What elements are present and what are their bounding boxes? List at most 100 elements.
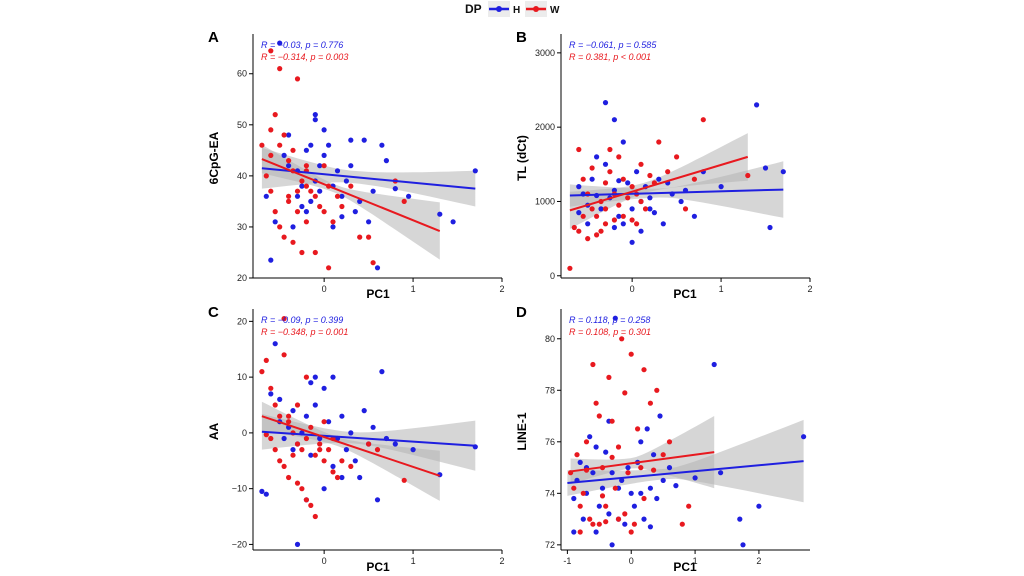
data-point-w	[674, 154, 680, 160]
data-point-h	[330, 374, 336, 380]
data-point-w	[620, 213, 626, 219]
legend-item-h: H	[488, 1, 520, 17]
y-tick-label: 40	[237, 171, 247, 181]
data-point-h	[259, 488, 265, 494]
y-tick-label: 2000	[535, 122, 555, 132]
data-point-w	[625, 470, 631, 476]
data-point-w	[286, 198, 292, 204]
data-point-w	[607, 146, 613, 153]
data-point-h	[598, 206, 604, 212]
data-point-w	[308, 424, 314, 430]
data-point-w	[294, 441, 301, 447]
data-point-h	[587, 434, 593, 440]
data-point-h	[277, 396, 283, 402]
data-point-h	[312, 402, 318, 408]
legend-title: DP	[465, 2, 482, 16]
data-point-h	[308, 142, 314, 148]
data-point-h	[737, 516, 743, 522]
data-point-h	[631, 503, 638, 509]
data-point-w	[634, 221, 640, 227]
data-point-h	[780, 169, 786, 175]
data-point-h	[374, 497, 381, 503]
data-point-w	[574, 452, 580, 458]
data-point-h	[357, 474, 363, 481]
data-point-h	[647, 524, 654, 530]
data-point-w	[312, 513, 318, 520]
data-point-h	[339, 193, 345, 199]
data-point-h	[326, 142, 332, 148]
panel-c: C 0 1 2 −20 −10 0 10 20 PC1 AA R = −0.09, p = 0.399…	[207, 304, 505, 574]
y-axis-title: LINE-1	[515, 412, 529, 450]
x-tick-label: 1	[693, 556, 698, 566]
data-point-h	[609, 542, 615, 548]
data-point-h	[594, 154, 600, 160]
data-point-w	[603, 503, 609, 509]
data-point-w	[272, 112, 278, 118]
data-point-h	[620, 139, 626, 145]
y-tick-label: 20	[237, 316, 247, 326]
data-point-h	[602, 161, 609, 167]
data-point-h	[651, 452, 657, 458]
data-point-h	[290, 447, 296, 453]
data-point-w	[330, 219, 336, 225]
data-point-w	[299, 447, 305, 453]
data-point-h	[312, 112, 318, 118]
legend-label-h: H	[513, 5, 520, 16]
data-point-h	[666, 465, 673, 471]
data-point-h	[361, 408, 367, 414]
data-point-h	[299, 203, 305, 210]
data-point-h	[406, 193, 412, 199]
data-point-h	[317, 163, 323, 169]
data-point-w	[277, 458, 283, 464]
data-point-w	[654, 387, 660, 393]
stat-annotation-w: R = 0.381, p < 0.001	[569, 52, 651, 62]
data-point-h	[352, 458, 358, 464]
data-point-w	[682, 206, 689, 212]
data-point-w	[607, 169, 613, 175]
data-point-w	[272, 447, 278, 453]
data-point-w	[277, 142, 283, 148]
x-tick-label: -1	[563, 556, 571, 566]
y-tick-label: 78	[545, 385, 555, 395]
y-tick-label: 10	[237, 372, 247, 382]
data-point-h	[647, 485, 654, 491]
data-point-w	[277, 66, 283, 72]
data-point-h	[644, 426, 650, 432]
data-point-h	[326, 419, 332, 425]
data-point-w	[589, 165, 595, 171]
data-point-h	[281, 435, 287, 442]
data-point-w	[590, 361, 596, 368]
data-point-w	[294, 209, 301, 215]
data-point-w	[286, 419, 292, 425]
data-point-h	[580, 516, 586, 522]
stat-annotation-w: R = 0.108, p = 0.301	[569, 327, 651, 337]
data-point-h	[343, 178, 349, 184]
data-point-w	[580, 213, 586, 219]
data-point-w	[700, 117, 706, 123]
panel-letter-d: D	[516, 304, 527, 321]
data-point-h	[263, 193, 269, 199]
data-point-w	[268, 152, 274, 158]
data-point-w	[583, 439, 590, 445]
data-point-h	[616, 178, 622, 184]
data-point-h	[308, 198, 314, 204]
data-point-w	[611, 217, 618, 223]
data-point-w	[638, 198, 644, 205]
data-point-w	[303, 219, 309, 225]
data-point-h	[629, 239, 635, 245]
data-point-w	[334, 474, 341, 481]
data-point-h	[711, 361, 717, 368]
data-point-w	[290, 239, 296, 245]
data-point-h	[379, 142, 385, 148]
data-point-w	[628, 529, 634, 535]
data-point-w	[616, 154, 622, 160]
data-point-w	[272, 402, 278, 408]
data-point-h	[299, 183, 305, 189]
data-point-w	[745, 172, 751, 179]
data-point-w	[638, 161, 644, 167]
data-point-w	[299, 249, 305, 256]
data-point-w	[651, 467, 657, 473]
data-point-w	[602, 221, 609, 227]
data-point-h	[762, 165, 769, 171]
data-point-w	[612, 485, 618, 491]
